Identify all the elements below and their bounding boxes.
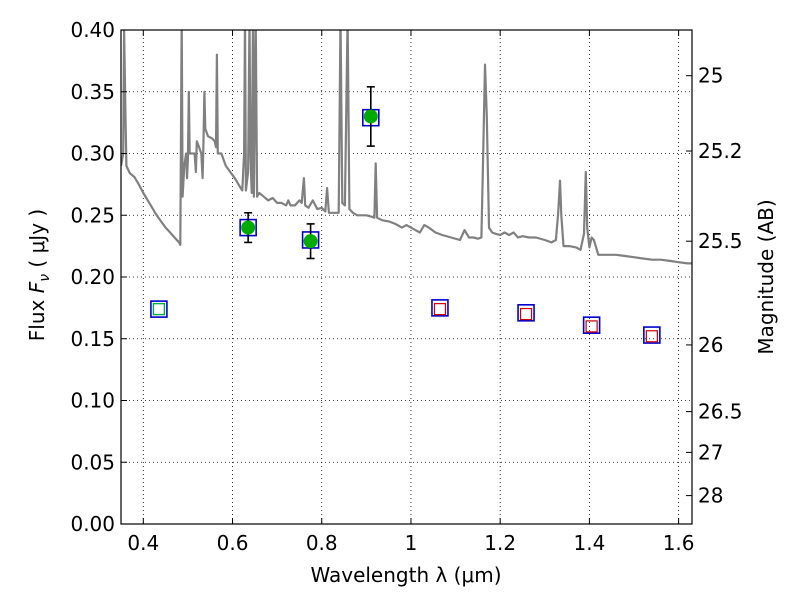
model-box <box>150 300 168 318</box>
y-axis-label-flux: Flux <box>25 293 49 341</box>
right-axis-label: Magnitude (AB) <box>754 199 778 354</box>
model-box <box>582 316 601 334</box>
model-box <box>517 304 535 322</box>
x-tick-label: 0.8 <box>306 531 338 555</box>
observed-point <box>363 109 378 124</box>
nir-limit-box <box>585 320 598 333</box>
x-tick-label: 0.6 <box>217 531 249 555</box>
y-tick-label: 0.10 <box>70 389 115 413</box>
y-tick-label: 0.35 <box>70 80 115 104</box>
observed-point <box>241 220 256 235</box>
axis-ticks: 0.4 0.6 0.8 1 1.2 1.4 1.6 0.00 0.05 0.10 0.15 0.20 0… <box>70 18 742 555</box>
model-spectrum <box>121 30 692 265</box>
magnitude-tick-label: 26 <box>698 333 723 357</box>
y-axis-label: Flux Fν ( μJy ) <box>25 209 53 341</box>
magnitude-tick-label: 25.5 <box>698 229 743 253</box>
y-tick-label: 0.15 <box>70 327 115 351</box>
plot-frame <box>120 29 693 525</box>
y-axis-label-subscript: ν <box>37 274 53 282</box>
y-tick-label: 0.20 <box>70 265 115 289</box>
model-box <box>643 326 661 344</box>
y-tick-label: 0.40 <box>70 18 115 42</box>
spectrum-line <box>121 30 692 265</box>
x-tick-label: 1.4 <box>573 531 605 555</box>
x-tick-label: 1.6 <box>663 531 695 555</box>
nir-limit-box <box>433 303 447 316</box>
photometry-points <box>150 86 661 344</box>
x-axis-label: Wavelength λ (μm) <box>310 563 501 587</box>
optical-limit-box <box>152 302 166 316</box>
y-tick-label: 0.30 <box>70 142 115 166</box>
observed-point <box>303 234 318 249</box>
magnitude-tick-label: 26.5 <box>698 400 743 424</box>
y-tick-label: 0.05 <box>70 450 115 474</box>
x-tick-label: 1.2 <box>484 531 516 555</box>
nir-limit-box <box>645 330 658 343</box>
magnitude-tick-label: 28 <box>698 484 723 508</box>
y-tick-label: 0.25 <box>70 203 115 227</box>
grid <box>121 29 692 525</box>
plot-border <box>120 29 693 525</box>
x-tick-label: 0.4 <box>127 531 159 555</box>
y-tick-label: 0.00 <box>70 512 115 536</box>
y-axis-label-unit: ( μJy ) <box>25 209 49 274</box>
magnitude-tick-label: 25 <box>698 64 723 88</box>
nir-limit-box <box>519 307 533 321</box>
magnitude-tick-label: 25.2 <box>698 139 743 163</box>
model-box <box>431 299 449 317</box>
y-axis-label-symbol: F <box>25 281 49 293</box>
x-tick-label: 1 <box>405 531 418 555</box>
magnitude-tick-label: 27 <box>698 440 723 464</box>
